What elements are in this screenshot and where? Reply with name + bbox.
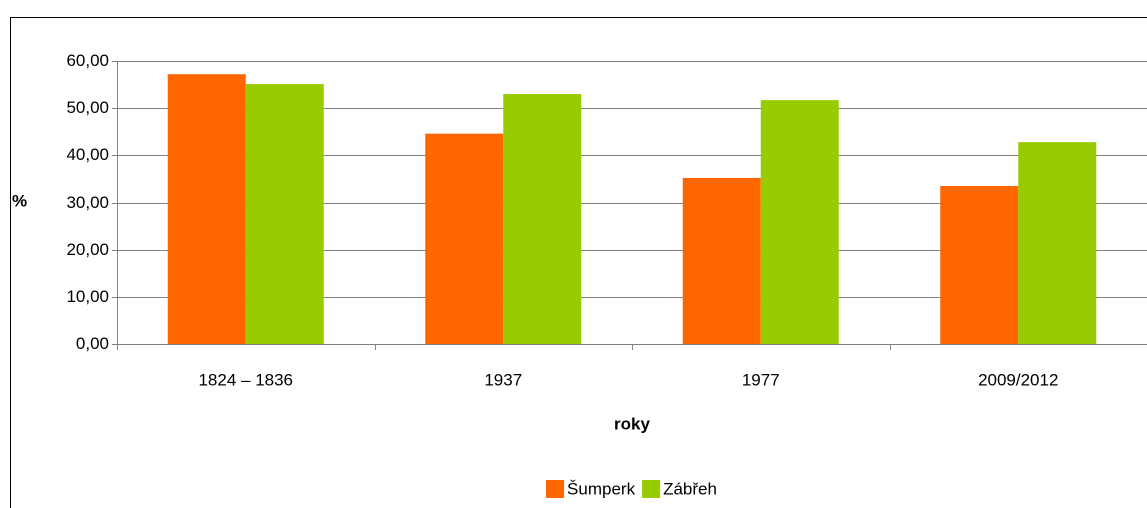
legend-swatch xyxy=(546,480,565,498)
y-tick-label: 20,00 xyxy=(66,240,109,259)
x-tick-label: 1977 xyxy=(742,370,780,389)
bar xyxy=(682,177,761,344)
bar xyxy=(503,94,582,345)
legend-label: Zábřeh xyxy=(663,479,717,498)
y-tick-label: 60,00 xyxy=(66,51,109,70)
bar xyxy=(940,185,1019,344)
y-tick-label: 0,00 xyxy=(76,334,109,353)
y-tick-label: 40,00 xyxy=(66,145,109,164)
x-axis-label: roky xyxy=(614,414,650,433)
y-tick-label: 30,00 xyxy=(66,193,109,212)
bar xyxy=(167,74,246,344)
bar xyxy=(245,84,324,344)
bar xyxy=(1018,142,1097,344)
bar xyxy=(425,133,504,344)
y-tick-label: 10,00 xyxy=(66,287,109,306)
x-tick-label: 2009/2012 xyxy=(978,370,1058,389)
y-tick-label: 50,00 xyxy=(66,98,109,117)
legend-swatch xyxy=(642,480,661,498)
x-tick-label: 1824 – 1836 xyxy=(198,370,293,389)
x-tick-label: 1937 xyxy=(484,370,522,389)
legend-label: Šumperk xyxy=(567,479,636,498)
bar xyxy=(760,100,839,344)
y-axis-label: % xyxy=(12,191,27,210)
